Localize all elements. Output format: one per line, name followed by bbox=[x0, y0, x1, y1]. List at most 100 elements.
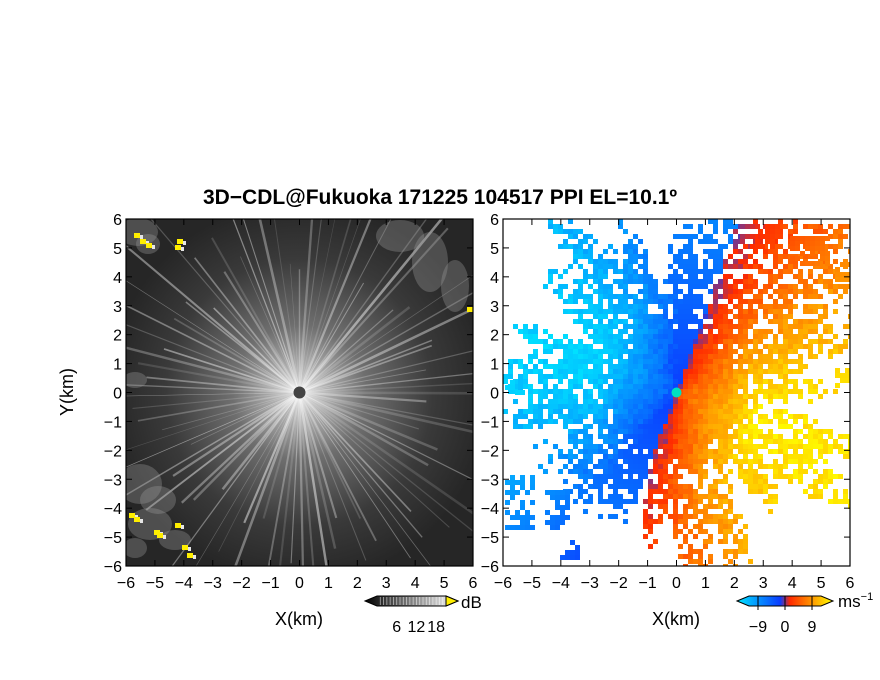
velocity-cell bbox=[658, 324, 663, 329]
velocity-cell bbox=[753, 369, 758, 374]
velocity-cell bbox=[683, 424, 688, 429]
velocity-cell bbox=[663, 409, 668, 414]
velocity-cell bbox=[573, 249, 578, 254]
velocity-cell bbox=[703, 234, 708, 239]
velocity-cell bbox=[583, 459, 588, 464]
velocity-cell bbox=[838, 284, 843, 289]
velocity-cell bbox=[613, 434, 618, 439]
velocity-cell bbox=[613, 409, 618, 414]
velocity-cell bbox=[673, 494, 678, 499]
velocity-cell bbox=[723, 294, 728, 299]
velocity-cell bbox=[713, 514, 718, 519]
velocity-cell bbox=[628, 499, 633, 504]
velocity-cell bbox=[623, 399, 628, 404]
velocity-cell bbox=[553, 224, 558, 229]
velocity-cell bbox=[550, 515, 555, 520]
velocity-cell bbox=[633, 464, 638, 469]
velocity-cell bbox=[713, 404, 718, 409]
velocity-cell bbox=[753, 379, 758, 384]
velocity-cell bbox=[578, 404, 583, 409]
velocity-cell bbox=[548, 404, 553, 409]
velocity-cell bbox=[673, 309, 678, 314]
velocity-cell bbox=[525, 490, 530, 495]
velocity-cell bbox=[770, 239, 775, 244]
high-db-speck bbox=[175, 245, 181, 250]
velocity-cell bbox=[643, 459, 648, 464]
velocity-cell bbox=[618, 354, 623, 359]
velocity-cell bbox=[568, 439, 573, 444]
velocity-cell bbox=[748, 254, 753, 259]
velocity-cell bbox=[833, 439, 838, 444]
velocity-cell bbox=[833, 289, 838, 294]
velocity-cell bbox=[723, 389, 728, 394]
velocity-cell bbox=[778, 464, 783, 469]
colorbar-tick-label: 9 bbox=[808, 619, 817, 636]
velocity-cell bbox=[718, 419, 723, 424]
velocity-cell bbox=[603, 394, 608, 399]
velocity-cell bbox=[723, 414, 728, 419]
velocity-cell bbox=[778, 419, 783, 424]
velocity-cell bbox=[573, 234, 578, 239]
velocity-cell bbox=[783, 399, 788, 404]
velocity-cell bbox=[748, 409, 753, 414]
velocity-cell bbox=[748, 299, 753, 304]
velocity-cell bbox=[773, 304, 778, 309]
velocity-cell bbox=[633, 339, 638, 344]
velocity-cell bbox=[633, 269, 638, 274]
velocity-cell bbox=[795, 236, 800, 241]
velocity-cell bbox=[583, 254, 588, 259]
velocity-cell bbox=[668, 404, 673, 409]
x-tick-label: 0 bbox=[672, 575, 681, 592]
velocity-cell bbox=[688, 544, 693, 549]
velocity-cell bbox=[663, 434, 668, 439]
velocity-cell bbox=[508, 369, 513, 374]
velocity-cell bbox=[658, 469, 663, 474]
velocity-cell bbox=[793, 389, 798, 394]
velocity-cell bbox=[573, 394, 578, 399]
velocity-cell bbox=[503, 374, 508, 379]
velocity-cell bbox=[618, 414, 623, 419]
velocity-cell bbox=[578, 264, 583, 269]
velocity-cell bbox=[583, 409, 588, 414]
velocity-cell bbox=[598, 259, 603, 264]
velocity-cell bbox=[738, 529, 743, 534]
velocity-cell bbox=[528, 329, 533, 334]
velocity-cell bbox=[533, 389, 538, 394]
velocity-cell bbox=[743, 309, 748, 314]
velocity-cell bbox=[573, 309, 578, 314]
velocity-cell bbox=[663, 404, 668, 409]
velocity-cell bbox=[658, 464, 663, 469]
velocity-cell bbox=[638, 369, 643, 374]
velocity-cell bbox=[758, 434, 763, 439]
velocity-cell bbox=[803, 469, 808, 474]
velocity-cell bbox=[613, 349, 618, 354]
velocity-cell bbox=[678, 319, 683, 324]
velocity-cell bbox=[783, 449, 788, 454]
velocity-cell bbox=[663, 509, 668, 514]
velocity-cell bbox=[548, 399, 553, 404]
velocity-cell bbox=[773, 459, 778, 464]
echo-ray bbox=[298, 227, 449, 394]
velocity-cell bbox=[560, 510, 565, 515]
velocity-cell bbox=[688, 264, 693, 269]
velocity-cell bbox=[758, 354, 763, 359]
velocity-cell bbox=[723, 349, 728, 354]
velocity-cell bbox=[543, 439, 548, 444]
left-xlabel: X(km) bbox=[275, 609, 323, 629]
velocity-cell bbox=[683, 359, 688, 364]
velocity-cell bbox=[588, 244, 593, 249]
velocity-cell bbox=[713, 229, 718, 234]
velocity-cell bbox=[628, 334, 633, 339]
velocity-cell bbox=[638, 484, 643, 489]
velocity-cell bbox=[688, 284, 693, 289]
velocity-cell bbox=[713, 339, 718, 344]
velocity-cell bbox=[748, 429, 753, 434]
velocity-cell bbox=[578, 319, 583, 324]
velocity-cell bbox=[618, 309, 623, 314]
velocity-cell bbox=[703, 364, 708, 369]
velocity-cell bbox=[543, 349, 548, 354]
velocity-cell bbox=[688, 469, 693, 474]
velocity-cell bbox=[848, 334, 850, 339]
velocity-cell bbox=[703, 389, 708, 394]
velocity-cell bbox=[805, 246, 810, 251]
